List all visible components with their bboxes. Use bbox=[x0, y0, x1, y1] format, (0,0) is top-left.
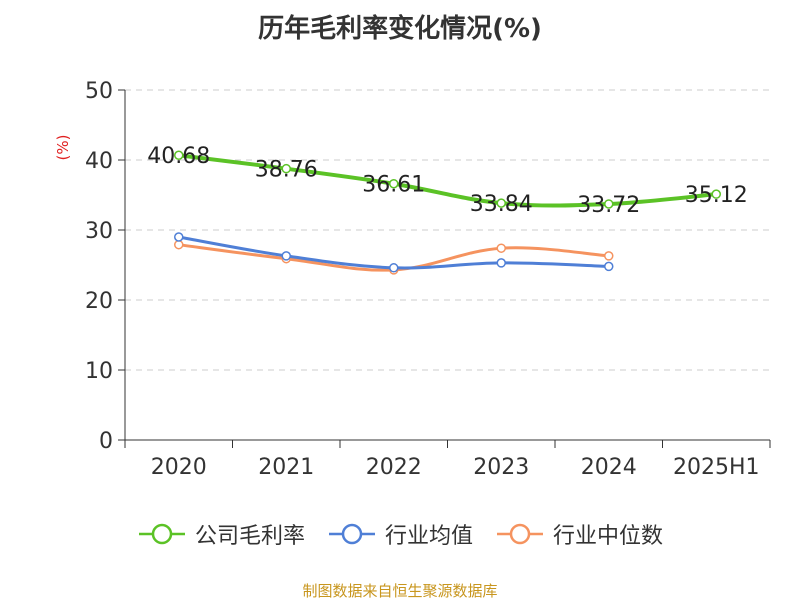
data-label: 35.12 bbox=[685, 183, 748, 208]
legend-label: 行业中位数 bbox=[553, 524, 664, 549]
data-point-industry_median bbox=[604, 251, 614, 261]
data-point-company bbox=[711, 189, 721, 199]
chart-title: 历年毛利率变化情况(%) bbox=[258, 14, 542, 44]
x-tick-label: 2024 bbox=[581, 455, 637, 480]
data-label: 40.68 bbox=[147, 144, 210, 169]
legend-item-industry_avg[interactable]: 行业均值 bbox=[327, 518, 473, 550]
legend-item-company[interactable]: 公司毛利率 bbox=[137, 518, 305, 550]
x-tick-label: 2022 bbox=[366, 455, 422, 480]
y-tick-label: 0 bbox=[99, 429, 113, 454]
data-point-company bbox=[496, 198, 506, 208]
data-point-company bbox=[389, 178, 399, 189]
chart-legend: 公司毛利率 行业均值 行业中位数 bbox=[0, 518, 800, 550]
legend-item-industry_median[interactable]: 行业中位数 bbox=[495, 518, 663, 550]
data-point-industry_avg bbox=[389, 263, 399, 273]
legend-marker-icon bbox=[328, 523, 375, 545]
data-point-industry_avg bbox=[496, 258, 506, 268]
data-label: 33.84 bbox=[470, 192, 533, 217]
data-point-industry_median bbox=[496, 243, 506, 253]
x-tick-label: 2020 bbox=[151, 455, 207, 480]
legend-label: 行业均值 bbox=[384, 524, 473, 549]
legend-label: 公司毛利率 bbox=[194, 524, 305, 549]
x-tick-label: 2021 bbox=[258, 455, 314, 480]
data-point-company bbox=[281, 163, 291, 174]
y-tick-label: 40 bbox=[85, 149, 113, 174]
data-label: 38.76 bbox=[255, 158, 318, 183]
data-point-industry_avg bbox=[604, 261, 614, 272]
data-point-industry_median bbox=[174, 239, 184, 250]
legend-marker-icon bbox=[138, 523, 185, 545]
data-point-company bbox=[604, 199, 614, 209]
chart-plot: 0 10 20 30 40 50 2020 2021 2022 2023 2024 2025H1 (%)… bbox=[54, 79, 771, 480]
y-axis-label: (%) bbox=[54, 135, 72, 161]
x-tick-label: 2025H1 bbox=[673, 455, 760, 480]
legend-marker-icon bbox=[497, 523, 543, 545]
y-tick-label: 20 bbox=[85, 289, 113, 314]
data-label: 33.72 bbox=[577, 193, 640, 218]
y-tick-label: 30 bbox=[85, 219, 113, 244]
source-note: 制图数据来自恒生聚源数据库 bbox=[302, 582, 498, 600]
x-tick-label: 2023 bbox=[473, 455, 529, 480]
data-point-industry_avg bbox=[174, 232, 184, 242]
data-point-company bbox=[174, 150, 184, 160]
data-label: 36.61 bbox=[362, 173, 425, 198]
data-point-industry_avg bbox=[281, 251, 291, 261]
series-line-company bbox=[176, 153, 719, 208]
y-tick-label: 10 bbox=[85, 359, 113, 384]
y-tick-label: 50 bbox=[85, 79, 113, 104]
